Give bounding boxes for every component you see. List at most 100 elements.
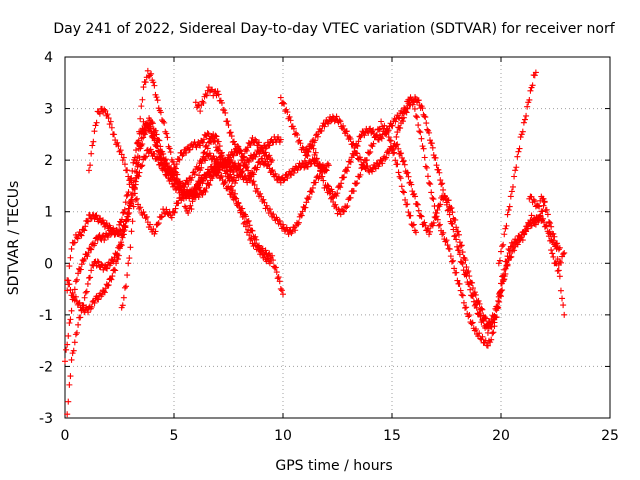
data-point-marker [125,205,132,212]
data-point-marker [151,135,158,142]
data-point-marker [495,260,502,267]
data-point-marker [170,208,177,215]
data-point-marker [68,245,75,252]
data-point-marker [147,146,154,153]
data-point-marker [294,131,301,138]
data-point-marker [540,202,547,209]
data-point-marker [174,171,181,178]
y-tick-label: 1 [44,205,53,221]
data-point-marker [379,160,386,167]
data-point-marker [202,91,209,98]
data-point-marker [123,192,130,199]
data-point-marker [132,197,139,204]
data-point-marker [484,329,491,336]
data-point-marker [91,240,98,247]
data-point-marker [395,145,402,152]
data-point-marker [101,289,108,296]
x-tick-label: 0 [61,428,70,444]
data-point-marker [119,226,126,233]
data-point-marker [547,237,554,244]
data-point-marker [75,321,82,328]
data-point-marker [370,127,377,134]
data-point-marker [456,239,463,246]
data-point-marker [287,171,294,178]
data-point-marker [180,195,187,202]
data-point-marker [350,188,357,195]
data-point-marker [188,206,195,213]
data-point-marker [398,154,405,161]
data-point-marker [118,231,125,238]
data-point-marker [437,201,444,208]
data-point-marker [176,180,183,187]
data-point-marker [290,125,297,132]
data-point-marker [498,293,504,300]
data-point-marker [239,168,246,175]
data-point-marker [469,319,476,326]
data-point-marker [69,289,76,296]
data-point-marker [65,277,72,284]
data-point-marker [508,188,515,195]
data-point-marker [561,249,568,256]
data-point-marker [275,133,282,140]
data-point-marker [244,164,251,171]
data-point-marker [410,221,417,228]
data-point-marker [276,278,283,285]
data-point-marker [212,132,219,139]
data-point-marker [101,106,108,113]
data-point-marker [317,167,324,174]
data-point-marker [514,153,521,160]
data-point-marker [124,213,131,220]
data-point-marker [135,139,142,146]
data-point-marker [295,219,302,226]
data-point-marker [325,162,332,169]
data-point-marker [148,130,155,137]
data-point-marker [73,329,80,336]
data-point-marker [451,233,458,240]
data-point-marker [415,122,422,129]
data-point-marker [247,142,254,149]
data-point-marker [266,142,273,149]
data-point-marker [561,311,568,318]
data-point-marker [107,118,114,125]
data-point-marker [547,220,554,227]
data-point-marker [376,160,383,167]
data-point-marker [463,304,470,311]
data-point-marker [494,305,501,312]
data-point-marker [366,150,373,157]
data-point-marker [556,273,563,280]
data-point-marker [418,213,425,220]
data-point-marker [460,299,467,306]
data-point-marker [521,116,528,123]
data-point-marker [230,138,237,145]
y-tick-label: -3 [39,411,53,427]
data-point-marker [357,156,364,163]
data-point-marker [403,109,410,116]
data-point-marker [408,181,415,188]
data-point-marker [488,323,495,330]
data-point-marker [444,242,451,249]
data-point-marker [370,140,377,147]
data-point-marker [262,149,269,156]
data-point-marker [351,148,358,155]
data-point-marker [195,139,202,146]
data-point-marker [426,179,433,186]
data-point-marker [100,288,107,295]
data-point-marker [506,203,513,210]
data-point-marker [484,342,491,349]
data-point-marker [421,154,428,161]
data-point-marker [248,235,255,242]
data-point-marker [344,203,351,210]
data-point-marker [156,137,163,144]
data-point-marker [244,218,251,225]
data-point-marker [523,228,530,235]
data-point-marker [277,285,284,292]
data-point-marker [467,286,474,293]
data-point-marker [477,313,484,320]
data-point-marker [182,204,189,211]
data-point-marker [129,218,136,225]
data-point-marker [554,268,561,275]
data-point-marker [266,260,273,267]
data-point-marker [424,126,431,133]
data-point-marker [322,166,329,173]
data-point-marker [270,257,277,264]
